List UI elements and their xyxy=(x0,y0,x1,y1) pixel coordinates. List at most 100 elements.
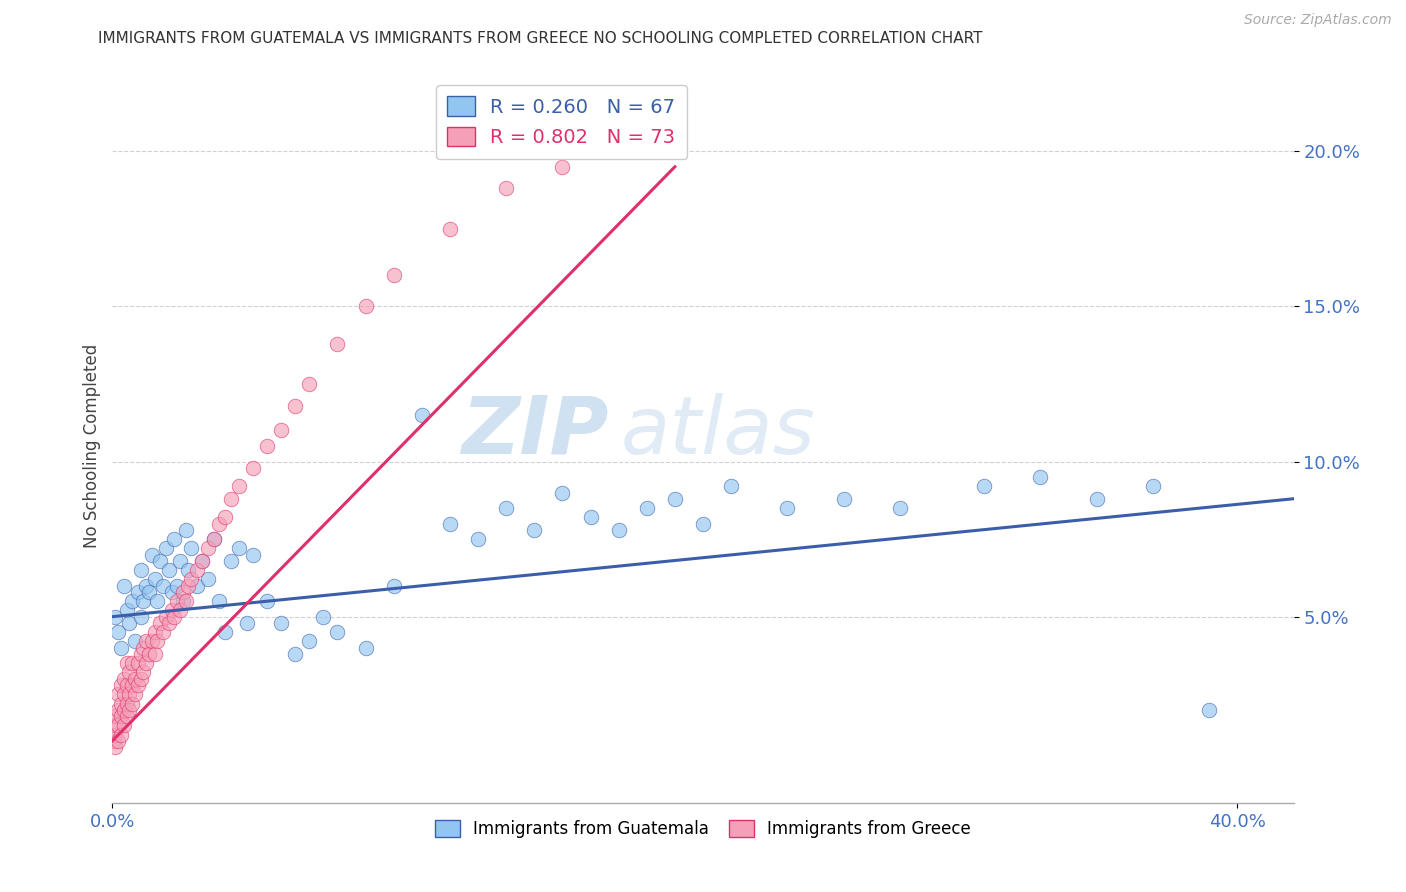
Point xyxy=(636,501,658,516)
Point xyxy=(118,703,141,717)
Point xyxy=(107,718,129,732)
Point xyxy=(354,640,377,655)
Point xyxy=(129,563,152,577)
Point xyxy=(124,672,146,686)
Point xyxy=(270,424,292,438)
Point xyxy=(214,625,236,640)
Point xyxy=(132,640,155,655)
Point xyxy=(326,336,349,351)
Point xyxy=(143,625,166,640)
Point xyxy=(1029,470,1052,484)
Point xyxy=(219,554,242,568)
Point xyxy=(157,563,180,577)
Point xyxy=(242,548,264,562)
Point xyxy=(202,532,225,546)
Point xyxy=(169,554,191,568)
Point xyxy=(197,573,219,587)
Point xyxy=(104,709,127,723)
Point xyxy=(104,609,127,624)
Point xyxy=(152,579,174,593)
Point xyxy=(298,376,321,391)
Point xyxy=(118,615,141,630)
Point xyxy=(186,563,208,577)
Point xyxy=(973,479,995,493)
Point xyxy=(163,609,186,624)
Point xyxy=(129,672,152,686)
Point xyxy=(124,634,146,648)
Point xyxy=(551,485,574,500)
Point xyxy=(110,697,132,711)
Point xyxy=(495,501,517,516)
Point xyxy=(104,727,127,741)
Point xyxy=(115,678,138,692)
Point xyxy=(115,709,138,723)
Point xyxy=(720,479,742,493)
Point xyxy=(191,554,214,568)
Point xyxy=(160,603,183,617)
Point xyxy=(169,603,191,617)
Point xyxy=(202,532,225,546)
Point xyxy=(523,523,546,537)
Point xyxy=(143,573,166,587)
Point xyxy=(1142,479,1164,493)
Point xyxy=(152,625,174,640)
Point xyxy=(135,656,157,670)
Point xyxy=(115,656,138,670)
Point xyxy=(551,160,574,174)
Point xyxy=(115,603,138,617)
Point xyxy=(115,697,138,711)
Point xyxy=(127,584,149,599)
Point xyxy=(208,516,231,531)
Point xyxy=(1198,703,1220,717)
Text: IMMIGRANTS FROM GUATEMALA VS IMMIGRANTS FROM GREECE NO SCHOOLING COMPLETED CORRE: IMMIGRANTS FROM GUATEMALA VS IMMIGRANTS … xyxy=(98,31,983,46)
Point xyxy=(354,299,377,313)
Point xyxy=(112,703,135,717)
Point xyxy=(138,647,160,661)
Point xyxy=(146,634,169,648)
Point xyxy=(135,634,157,648)
Point xyxy=(121,678,143,692)
Point xyxy=(143,647,166,661)
Point xyxy=(124,687,146,701)
Point xyxy=(110,678,132,692)
Point xyxy=(103,733,125,747)
Point xyxy=(141,634,163,648)
Y-axis label: No Schooling Completed: No Schooling Completed xyxy=(83,344,101,548)
Point xyxy=(191,554,214,568)
Point xyxy=(174,523,197,537)
Point xyxy=(439,222,461,236)
Point xyxy=(155,541,177,556)
Point xyxy=(135,579,157,593)
Point xyxy=(127,678,149,692)
Point xyxy=(107,625,129,640)
Text: ZIP: ZIP xyxy=(461,392,609,471)
Point xyxy=(579,510,602,524)
Point xyxy=(107,687,129,701)
Point xyxy=(107,733,129,747)
Point xyxy=(112,579,135,593)
Point xyxy=(219,491,242,506)
Point xyxy=(411,408,433,422)
Point xyxy=(172,584,194,599)
Point xyxy=(228,541,250,556)
Point xyxy=(177,579,200,593)
Point xyxy=(284,647,307,661)
Legend: Immigrants from Guatemala, Immigrants from Greece: Immigrants from Guatemala, Immigrants fr… xyxy=(429,813,977,845)
Point xyxy=(382,268,405,283)
Point xyxy=(146,594,169,608)
Point xyxy=(228,479,250,493)
Point xyxy=(138,584,160,599)
Point xyxy=(118,665,141,680)
Point xyxy=(270,615,292,630)
Point xyxy=(132,665,155,680)
Point xyxy=(172,594,194,608)
Point xyxy=(107,703,129,717)
Point xyxy=(149,615,172,630)
Point xyxy=(439,516,461,531)
Point xyxy=(186,579,208,593)
Point xyxy=(163,532,186,546)
Point xyxy=(110,640,132,655)
Point xyxy=(284,399,307,413)
Point xyxy=(298,634,321,648)
Point xyxy=(110,709,132,723)
